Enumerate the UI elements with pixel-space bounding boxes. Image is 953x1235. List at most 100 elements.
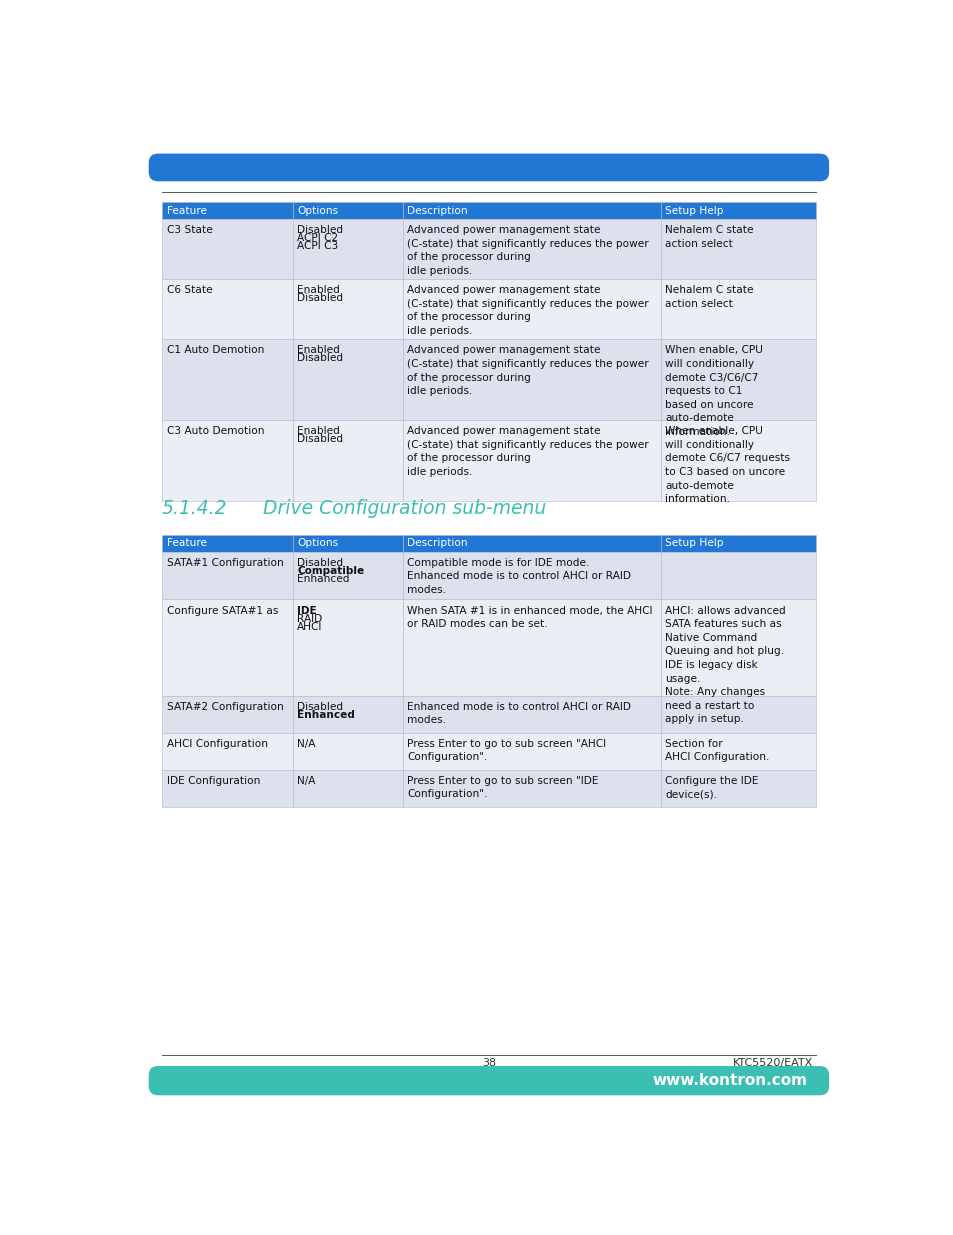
Bar bbox=[402, 203, 660, 219]
Text: ACPI C2: ACPI C2 bbox=[297, 233, 338, 243]
Bar bbox=[162, 279, 293, 340]
FancyBboxPatch shape bbox=[149, 1066, 828, 1095]
Bar bbox=[293, 535, 402, 552]
Text: N/A: N/A bbox=[297, 739, 315, 748]
Text: Press Enter to go to sub screen "IDE
Configuration".: Press Enter to go to sub screen "IDE Con… bbox=[407, 776, 598, 799]
Text: Enhanced: Enhanced bbox=[297, 710, 355, 720]
Text: Disabled: Disabled bbox=[297, 294, 343, 304]
Text: Options: Options bbox=[297, 538, 338, 548]
Text: Feature: Feature bbox=[167, 205, 206, 216]
Bar bbox=[293, 695, 402, 732]
Text: 5.1.4.2: 5.1.4.2 bbox=[162, 499, 227, 517]
Bar bbox=[293, 279, 402, 340]
Text: SATA#1 Configuration: SATA#1 Configuration bbox=[167, 558, 283, 568]
Bar bbox=[162, 695, 293, 732]
Text: C3 State: C3 State bbox=[167, 225, 213, 235]
Text: Setup Help: Setup Help bbox=[665, 205, 723, 216]
Bar bbox=[660, 599, 815, 695]
Text: RAID: RAID bbox=[297, 614, 322, 624]
Text: Drive Configuration sub-menu: Drive Configuration sub-menu bbox=[262, 499, 545, 517]
Text: Description: Description bbox=[407, 205, 467, 216]
Text: ACPI C3: ACPI C3 bbox=[297, 241, 338, 252]
Bar bbox=[660, 203, 815, 219]
Bar bbox=[660, 219, 815, 279]
Text: Disabled: Disabled bbox=[297, 558, 343, 568]
Bar bbox=[162, 599, 293, 695]
Text: Enabled: Enabled bbox=[297, 285, 340, 295]
Text: 38: 38 bbox=[481, 1058, 496, 1068]
Text: C1 Auto Demotion: C1 Auto Demotion bbox=[167, 346, 264, 356]
Text: Compatible: Compatible bbox=[297, 566, 364, 576]
Text: Configure SATA#1 as: Configure SATA#1 as bbox=[167, 605, 277, 615]
Bar bbox=[660, 279, 815, 340]
Text: Description: Description bbox=[407, 538, 467, 548]
Bar bbox=[402, 219, 660, 279]
Text: C3 Auto Demotion: C3 Auto Demotion bbox=[167, 426, 264, 436]
Bar bbox=[660, 552, 815, 599]
Text: N/A: N/A bbox=[297, 776, 315, 785]
Text: IDE Configuration: IDE Configuration bbox=[167, 776, 259, 785]
Bar bbox=[660, 420, 815, 501]
Bar bbox=[293, 769, 402, 806]
Text: Enhanced mode is to control AHCI or RAID
modes.: Enhanced mode is to control AHCI or RAID… bbox=[407, 701, 631, 725]
Bar bbox=[402, 552, 660, 599]
Bar bbox=[660, 695, 815, 732]
Text: Enabled: Enabled bbox=[297, 426, 340, 436]
Text: AHCI: AHCI bbox=[297, 621, 322, 632]
Bar bbox=[293, 203, 402, 219]
Bar bbox=[660, 732, 815, 769]
Text: Setup Help: Setup Help bbox=[665, 538, 723, 548]
Bar bbox=[293, 552, 402, 599]
Text: Disabled: Disabled bbox=[297, 435, 343, 445]
Bar bbox=[402, 279, 660, 340]
Text: Disabled: Disabled bbox=[297, 353, 343, 363]
Text: AHCI Configuration: AHCI Configuration bbox=[167, 739, 267, 748]
Text: Press Enter to go to sub screen "AHCI
Configuration".: Press Enter to go to sub screen "AHCI Co… bbox=[407, 739, 606, 762]
Text: Compatible mode is for IDE mode.
Enhanced mode is to control AHCI or RAID
modes.: Compatible mode is for IDE mode. Enhance… bbox=[407, 558, 631, 595]
Bar bbox=[402, 695, 660, 732]
Bar bbox=[293, 340, 402, 420]
Text: www.kontron.com: www.kontron.com bbox=[652, 1073, 806, 1088]
Text: When enable, CPU
will conditionally
demote C6/C7 requests
to C3 based on uncore
: When enable, CPU will conditionally demo… bbox=[665, 426, 790, 504]
Text: Feature: Feature bbox=[167, 538, 206, 548]
Bar bbox=[162, 420, 293, 501]
Bar bbox=[293, 420, 402, 501]
Bar bbox=[293, 732, 402, 769]
Text: Enabled: Enabled bbox=[297, 346, 340, 356]
Bar bbox=[660, 340, 815, 420]
Bar bbox=[402, 535, 660, 552]
Bar bbox=[660, 535, 815, 552]
Bar bbox=[162, 732, 293, 769]
Bar bbox=[293, 599, 402, 695]
Text: Disabled: Disabled bbox=[297, 225, 343, 235]
Bar bbox=[162, 535, 293, 552]
Text: Advanced power management state
(C-state) that significantly reduces the power
o: Advanced power management state (C-state… bbox=[407, 426, 648, 477]
Text: KTC5520/EATX: KTC5520/EATX bbox=[732, 1058, 812, 1068]
Text: Options: Options bbox=[297, 205, 338, 216]
Bar bbox=[162, 203, 293, 219]
Bar bbox=[402, 599, 660, 695]
Bar bbox=[402, 732, 660, 769]
Text: IDE: IDE bbox=[297, 605, 316, 615]
Text: Disabled: Disabled bbox=[297, 701, 343, 711]
Bar bbox=[162, 340, 293, 420]
Bar bbox=[402, 769, 660, 806]
Text: Configure the IDE
device(s).: Configure the IDE device(s). bbox=[665, 776, 759, 799]
Text: When SATA #1 is in enhanced mode, the AHCI
or RAID modes can be set.: When SATA #1 is in enhanced mode, the AH… bbox=[407, 605, 652, 629]
Text: Nehalem C state
action select: Nehalem C state action select bbox=[665, 285, 753, 309]
Text: Nehalem C state
action select: Nehalem C state action select bbox=[665, 225, 753, 248]
Text: Advanced power management state
(C-state) that significantly reduces the power
o: Advanced power management state (C-state… bbox=[407, 225, 648, 275]
Bar bbox=[660, 769, 815, 806]
Bar bbox=[162, 219, 293, 279]
Text: Advanced power management state
(C-state) that significantly reduces the power
o: Advanced power management state (C-state… bbox=[407, 285, 648, 336]
Bar bbox=[402, 420, 660, 501]
Bar bbox=[162, 769, 293, 806]
Bar bbox=[162, 552, 293, 599]
Text: AHCI: allows advanced
SATA features such as
Native Command
Queuing and hot plug.: AHCI: allows advanced SATA features such… bbox=[665, 605, 785, 725]
Text: When enable, CPU
will conditionally
demote C3/C6/C7
requests to C1
based on unco: When enable, CPU will conditionally demo… bbox=[665, 346, 762, 437]
Text: Section for
AHCI Configuration.: Section for AHCI Configuration. bbox=[665, 739, 769, 762]
Bar bbox=[402, 340, 660, 420]
Text: SATA#2 Configuration: SATA#2 Configuration bbox=[167, 701, 283, 711]
Text: Enhanced: Enhanced bbox=[297, 574, 350, 584]
Bar bbox=[293, 219, 402, 279]
